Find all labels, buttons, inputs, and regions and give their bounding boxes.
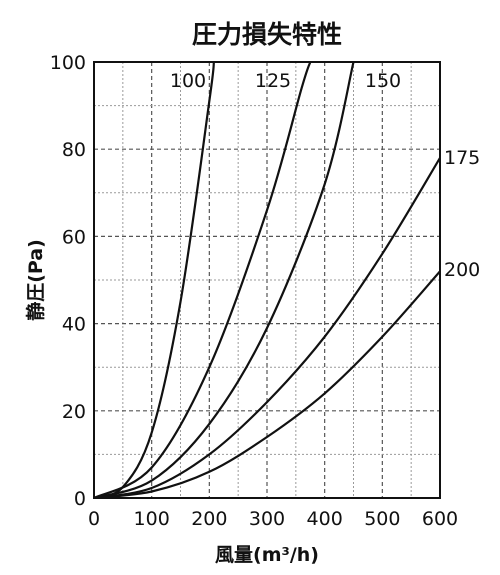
series-curves bbox=[94, 62, 440, 498]
series-curve-200 bbox=[94, 270, 440, 498]
series-label-200: 200 bbox=[444, 259, 480, 281]
x-tick-label: 200 bbox=[191, 508, 227, 530]
x-tick-label: 500 bbox=[364, 508, 400, 530]
y-axis-label: 静圧(Pa) bbox=[24, 239, 47, 321]
x-tick-labels: 0 100 200 300 400 500 600 bbox=[88, 508, 458, 530]
y-tick-label: 20 bbox=[62, 401, 86, 423]
series-curve-150 bbox=[94, 62, 355, 498]
series-label-100: 100 bbox=[170, 70, 206, 92]
series-label-125: 125 bbox=[255, 70, 291, 92]
x-axis-label: 風量(m³/h) bbox=[215, 544, 319, 566]
x-tick-label: 100 bbox=[134, 508, 170, 530]
series-label-175: 175 bbox=[444, 147, 480, 169]
chart-title: 圧力損失特性 bbox=[192, 20, 342, 49]
y-tick-label: 60 bbox=[62, 226, 86, 248]
y-tick-label: 0 bbox=[74, 488, 86, 510]
y-tick-labels: 0 20 40 60 80 100 bbox=[50, 52, 86, 510]
x-tick-label: 0 bbox=[88, 508, 100, 530]
grid bbox=[94, 62, 440, 498]
x-tick-label: 600 bbox=[422, 508, 458, 530]
series-curve-175 bbox=[94, 157, 440, 498]
x-tick-label: 300 bbox=[249, 508, 285, 530]
series-labels: 100 125 150 175 200 bbox=[170, 70, 480, 281]
series-curve-125 bbox=[94, 62, 312, 498]
x-tick-label: 400 bbox=[307, 508, 343, 530]
y-tick-label: 100 bbox=[50, 52, 86, 74]
y-tick-label: 40 bbox=[62, 314, 86, 336]
series-label-150: 150 bbox=[365, 70, 401, 92]
plot-frame bbox=[93, 61, 441, 499]
y-tick-label: 80 bbox=[62, 139, 86, 161]
